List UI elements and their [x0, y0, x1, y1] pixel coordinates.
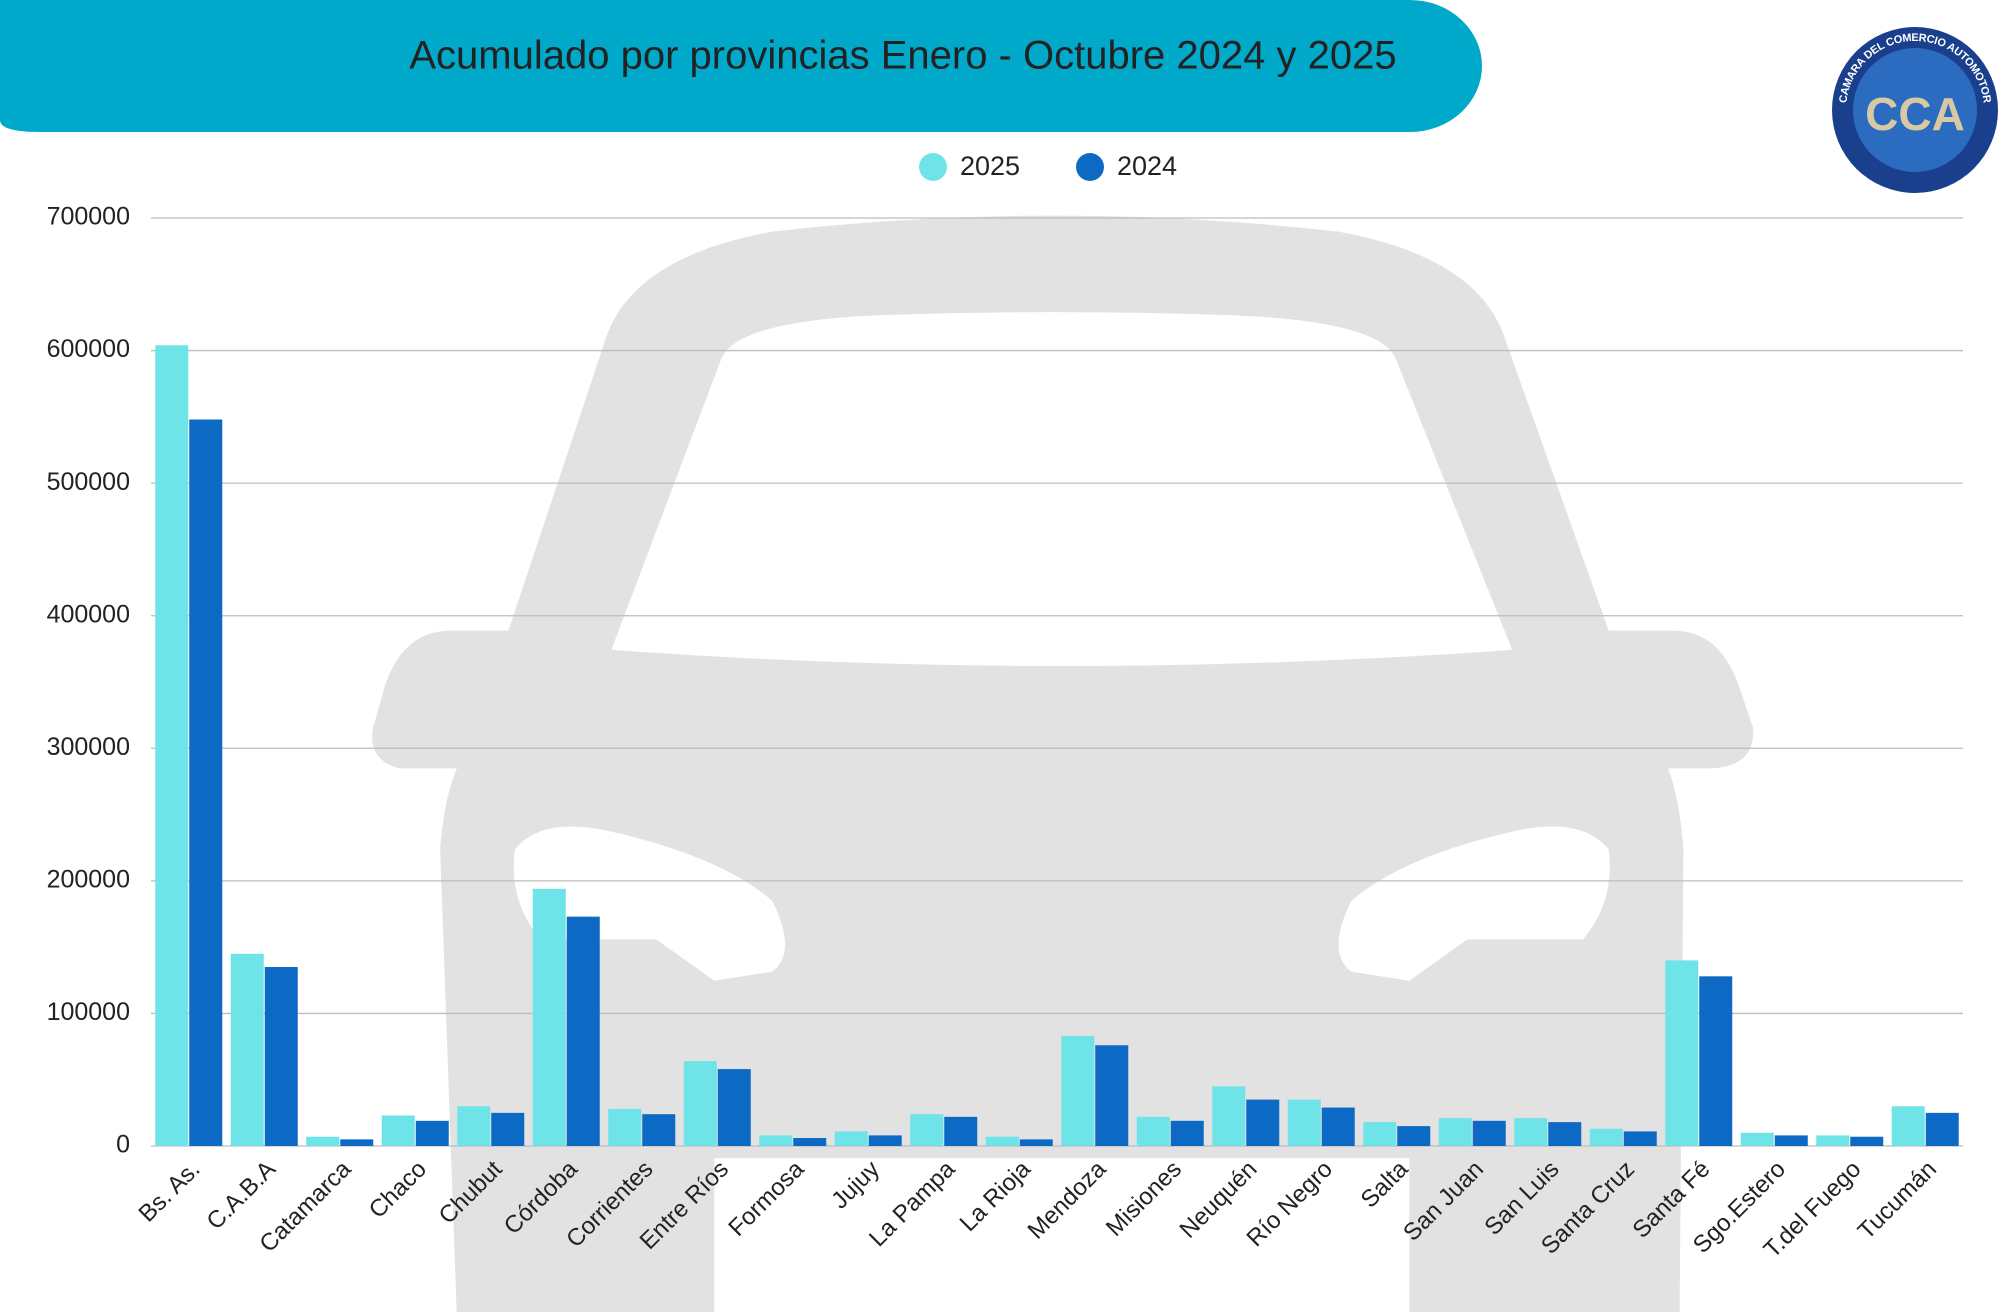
y-tick-label: 100000: [47, 998, 130, 1026]
bar: [1589, 1128, 1623, 1146]
bar: [381, 1115, 415, 1146]
bar: [717, 1069, 751, 1146]
legend-label: 2024: [1117, 151, 1177, 181]
chart-title: Acumulado por provincias Enero - Octubre…: [409, 34, 1396, 78]
bar: [683, 1061, 717, 1146]
bar: [1514, 1118, 1548, 1146]
bar: [1438, 1118, 1472, 1146]
x-tick-label: Jujuy: [826, 1156, 885, 1215]
bar: [985, 1136, 1019, 1146]
bar: [306, 1136, 340, 1146]
bar: [340, 1139, 374, 1146]
bar: [793, 1138, 827, 1146]
legend-marker: [1076, 153, 1104, 181]
y-tick-label: 400000: [47, 600, 130, 628]
bar: [1212, 1086, 1246, 1146]
logo-inner: [1853, 48, 1977, 172]
bar: [1925, 1112, 1959, 1146]
bar: [566, 916, 600, 1146]
bar: [1061, 1035, 1095, 1146]
bar: [264, 967, 298, 1146]
x-tick-label: Tucumán: [1853, 1156, 1942, 1245]
x-tick-label: Salta: [1356, 1155, 1414, 1213]
bar: [1699, 976, 1733, 1146]
bar: [868, 1135, 902, 1146]
bar: [1548, 1122, 1582, 1146]
bar: [230, 953, 264, 1146]
bar: [155, 345, 189, 1147]
y-tick-label: 300000: [47, 733, 130, 761]
y-tick-label: 700000: [47, 203, 130, 231]
bar: [1136, 1116, 1170, 1146]
bar: [1321, 1107, 1355, 1146]
bar: [608, 1108, 642, 1146]
y-tick-label: 0: [116, 1131, 130, 1159]
x-tick-label: Formosa: [723, 1155, 810, 1242]
bar: [1816, 1135, 1850, 1146]
bar: [1095, 1045, 1129, 1146]
y-tick-label: 600000: [47, 335, 130, 363]
bar: [457, 1106, 491, 1146]
bar: [1665, 960, 1699, 1146]
bar: [1397, 1126, 1431, 1146]
y-tick-label: 500000: [47, 468, 130, 496]
bar: [1287, 1099, 1321, 1146]
bar: [415, 1120, 449, 1146]
y-tick-label: 200000: [47, 865, 130, 893]
bar: [1363, 1122, 1397, 1146]
x-tick-label: Misiones: [1101, 1156, 1187, 1242]
bar: [1774, 1135, 1808, 1146]
bar: [1740, 1132, 1774, 1146]
bar: [642, 1114, 676, 1146]
bar: [1246, 1099, 1280, 1146]
bar: [1019, 1139, 1053, 1146]
bar: [491, 1112, 525, 1146]
bar: [759, 1135, 793, 1146]
car-silhouette: [372, 215, 1754, 1312]
x-tick-label: Mendoza: [1023, 1155, 1112, 1244]
legend-label: 2025: [960, 151, 1020, 181]
bar: [1472, 1120, 1506, 1146]
legend-marker: [919, 153, 947, 181]
bar: [532, 888, 566, 1146]
bar: [834, 1131, 868, 1146]
logo: CAMARA DEL COMERCIO AUTOMOTOR CCA: [1832, 27, 1998, 193]
bar: [944, 1116, 978, 1146]
bar: [1170, 1120, 1204, 1146]
x-tick-label: Chaco: [364, 1156, 432, 1224]
x-tick-label: Bs. As.: [134, 1156, 206, 1228]
logo-initials: CCA: [1865, 88, 1965, 140]
bar: [1891, 1106, 1925, 1146]
bar: [1850, 1136, 1884, 1146]
title-banner: [0, 0, 1482, 132]
bar: [1623, 1131, 1657, 1146]
bar: [910, 1114, 944, 1146]
bar: [189, 419, 223, 1147]
